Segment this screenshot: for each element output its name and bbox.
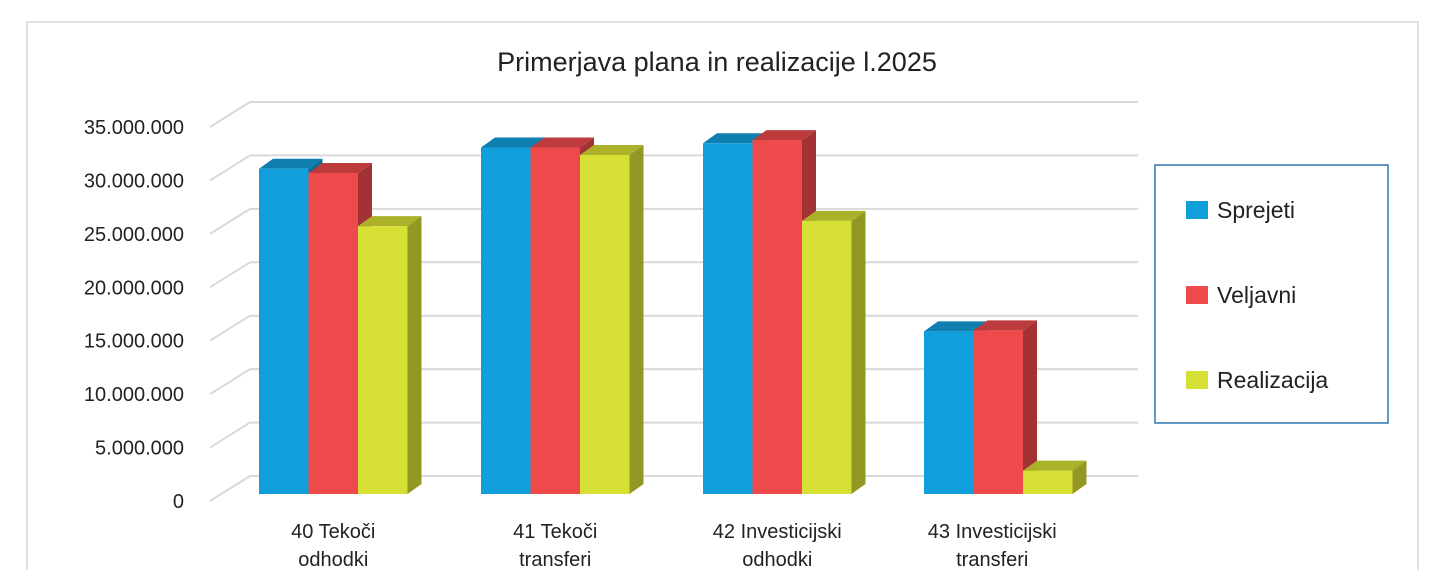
bar-realizacija bbox=[580, 154, 630, 494]
y-tick-label: 30.000.000 bbox=[84, 170, 184, 192]
legend-label: Sprejeti bbox=[1217, 197, 1295, 223]
legend-swatch bbox=[1186, 371, 1208, 389]
legend-label: Veljavni bbox=[1217, 282, 1296, 308]
bar-sprejeti bbox=[924, 331, 974, 494]
gridline-floor bbox=[209, 421, 251, 449]
x-tick-label: odhodki bbox=[742, 549, 812, 570]
bar-side bbox=[1023, 320, 1037, 494]
bar-top bbox=[924, 321, 988, 332]
bar-top bbox=[481, 137, 545, 148]
chart-title: Primerjava plana in realizacije l.2025 bbox=[497, 47, 937, 77]
x-tick-label: 42 Investicijski bbox=[713, 521, 842, 543]
y-tick-label: 5.000.000 bbox=[95, 438, 184, 460]
legend-swatch bbox=[1186, 286, 1208, 304]
bar-side bbox=[629, 144, 644, 494]
bar-sprejeti bbox=[703, 143, 753, 494]
legend: Sprejeti Veljavni Realizacija bbox=[1154, 164, 1389, 424]
gridline-floor bbox=[209, 208, 251, 235]
bar-veljavni bbox=[530, 147, 580, 494]
x-tick-label: transferi bbox=[956, 549, 1028, 570]
y-tick-label: 15.000.000 bbox=[84, 331, 184, 353]
y-tick-label: 0 bbox=[173, 491, 184, 513]
gridline-floor bbox=[209, 101, 251, 128]
bar-sprejeti bbox=[259, 168, 309, 494]
x-tick-label: transferi bbox=[519, 549, 591, 570]
bar-top bbox=[802, 210, 866, 221]
y-tick-label: 35.000.000 bbox=[84, 117, 184, 139]
bar-veljavni bbox=[973, 330, 1023, 494]
bar-top bbox=[259, 158, 323, 169]
bar-side bbox=[407, 216, 422, 494]
bar-top bbox=[973, 320, 1037, 331]
y-tick-label: 25.000.000 bbox=[84, 224, 184, 246]
x-tick-label: 43 Investicijski bbox=[928, 521, 1057, 543]
bar-top bbox=[308, 163, 372, 174]
legend-label: Realizacija bbox=[1217, 367, 1328, 393]
legend-swatch bbox=[1186, 201, 1208, 219]
bar-top bbox=[530, 137, 594, 148]
bar-realizacija bbox=[1023, 470, 1073, 494]
bar-sprejeti bbox=[481, 147, 531, 494]
bar-top bbox=[1023, 460, 1087, 471]
bar-veljavni bbox=[308, 173, 358, 494]
bar-top bbox=[752, 130, 816, 141]
bar-top bbox=[580, 144, 644, 155]
bar-side bbox=[851, 210, 866, 495]
bar-veljavni bbox=[752, 140, 802, 494]
gridline-floor bbox=[209, 261, 251, 289]
gridline-floor bbox=[209, 154, 251, 182]
gridline-floor bbox=[209, 475, 251, 502]
bar-top bbox=[703, 133, 767, 144]
y-tick-label: 20.000.000 bbox=[84, 277, 184, 299]
gridline-floor bbox=[209, 314, 251, 342]
bar-realizacija bbox=[802, 220, 852, 495]
x-tick-label: 40 Tekoči bbox=[291, 521, 375, 543]
gridline-floor bbox=[209, 368, 251, 395]
bar-side bbox=[1072, 460, 1087, 494]
y-tick-label: 10.000.000 bbox=[84, 384, 184, 406]
bar-realizacija bbox=[358, 226, 408, 494]
bar-top bbox=[358, 216, 422, 227]
x-tick-label: odhodki bbox=[298, 549, 368, 570]
x-tick-label: 41 Tekoči bbox=[513, 521, 597, 543]
